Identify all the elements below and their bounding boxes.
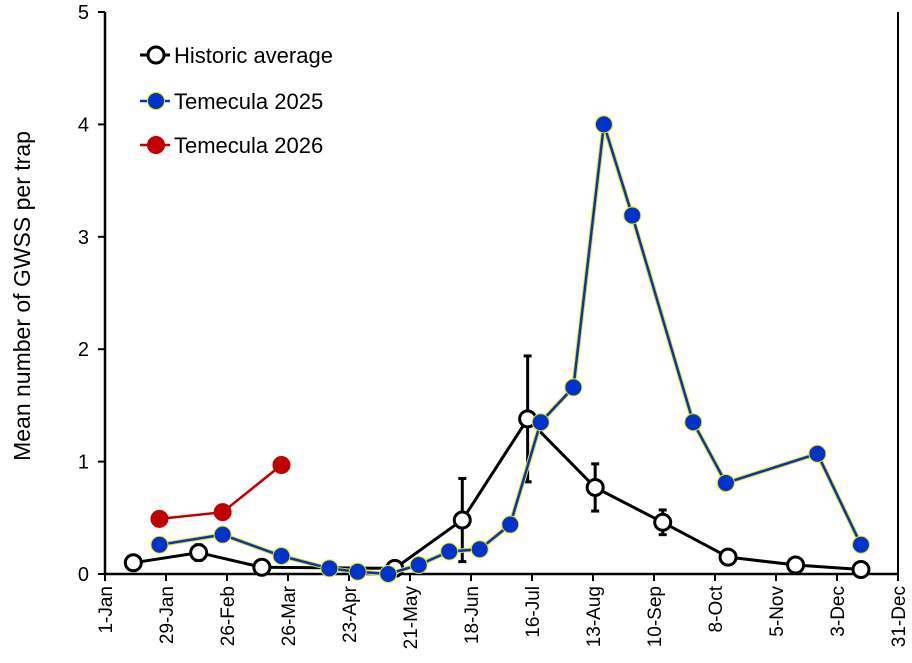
data-point <box>272 455 291 474</box>
y-tick-label: 5 <box>78 2 89 24</box>
x-tick-label: 5-Nov <box>767 586 788 637</box>
y-tick-label: 4 <box>78 114 89 136</box>
legend-marker <box>147 92 165 110</box>
x-tick-label: 29-Jan <box>157 586 178 644</box>
x-tick-label: 16-Jul <box>523 586 544 638</box>
series-temecula-2026 <box>150 455 291 528</box>
x-tick-label: 21-May <box>401 586 422 650</box>
series-line-outline <box>159 123 864 577</box>
data-point <box>409 556 428 575</box>
data-point <box>379 565 398 583</box>
y-tick-label: 0 <box>78 564 89 586</box>
y-axis-label: Mean number of GWSS per trap <box>9 131 35 461</box>
x-tick-label: 3-Dec <box>828 586 849 637</box>
data-point <box>320 559 339 578</box>
series-historic-average <box>123 354 871 580</box>
data-point <box>440 542 459 561</box>
x-tick-label: 8-Oct <box>706 585 727 632</box>
data-point <box>851 560 871 580</box>
data-point <box>452 510 472 530</box>
data-point <box>623 206 642 225</box>
series-temecula-2025 <box>150 115 870 583</box>
series-layer <box>123 115 871 583</box>
data-point <box>252 557 272 577</box>
x-tick-label: 10-Sep <box>645 586 666 647</box>
axes: 0 1 2 3 4 5 1-Jan 29-Jan 26-Feb 26-Mar 23-Apr 21-Ma… <box>78 2 910 649</box>
series-line <box>159 124 863 576</box>
legend-item: Temecula 2025 <box>140 89 323 114</box>
x-tick-label: 18-Jun <box>462 586 483 644</box>
data-point <box>272 547 291 566</box>
y-tick-label: 2 <box>78 339 89 361</box>
data-point <box>716 473 735 492</box>
legend-marker <box>146 45 166 65</box>
data-point <box>851 535 870 554</box>
y-tick-label: 1 <box>78 452 89 474</box>
legend-label: Temecula 2025 <box>174 89 323 114</box>
x-tick-label: 26-Mar <box>279 585 300 646</box>
data-point <box>213 503 232 522</box>
data-point <box>594 115 613 134</box>
data-point <box>718 547 738 567</box>
data-point <box>213 525 232 544</box>
data-point <box>653 512 673 532</box>
legend-item: Temecula 2026 <box>140 133 323 158</box>
data-point <box>684 413 703 432</box>
data-point <box>808 444 827 463</box>
data-point <box>531 413 550 432</box>
data-point <box>150 535 169 554</box>
x-tick-label: 31-Dec <box>889 586 910 647</box>
series-line <box>133 416 862 571</box>
legend: Historic average Temecula 2025 Temecula 20… <box>140 43 333 158</box>
x-tick-label: 23-Apr <box>340 585 361 643</box>
data-point <box>189 543 209 563</box>
data-point <box>150 509 169 528</box>
x-tick-label: 1-Jan <box>96 586 117 634</box>
y-tick-label: 3 <box>78 227 89 249</box>
legend-label: Historic average <box>174 43 333 68</box>
data-point <box>564 378 583 397</box>
legend-item: Historic average <box>140 43 333 68</box>
legend-marker <box>147 136 165 154</box>
data-point <box>470 540 489 559</box>
data-point <box>786 555 806 575</box>
legend-label: Temecula 2026 <box>174 133 323 158</box>
data-point <box>123 553 143 573</box>
data-point <box>501 515 520 534</box>
data-point <box>348 562 367 581</box>
x-tick-label: 26-Feb <box>218 586 239 646</box>
x-tick-label: 13-Aug <box>584 586 605 647</box>
data-point <box>585 477 605 497</box>
